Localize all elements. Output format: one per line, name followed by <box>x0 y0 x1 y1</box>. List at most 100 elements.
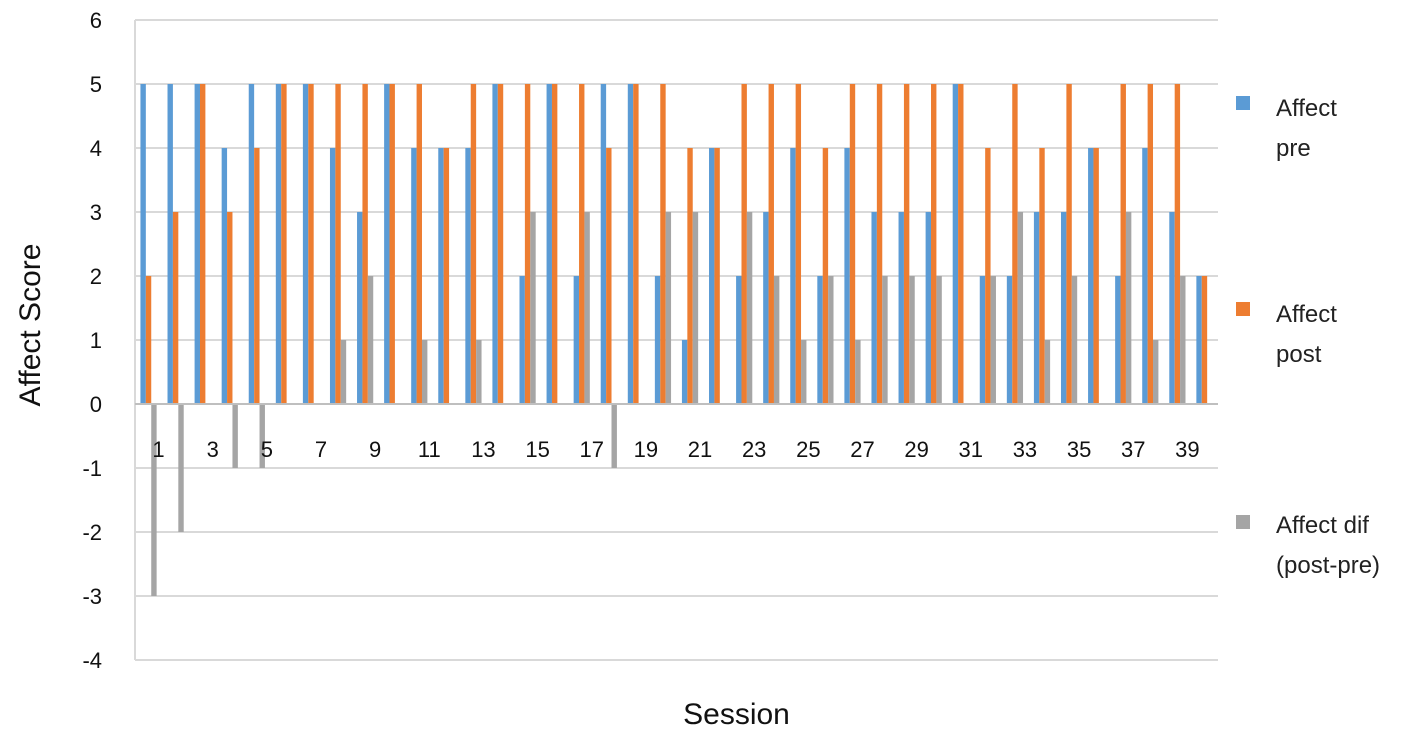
bar-post <box>849 84 856 404</box>
bar-dif <box>936 276 942 404</box>
bar-pre <box>248 84 255 404</box>
bar-pre <box>492 84 498 404</box>
y-tick-label: -3 <box>82 584 102 609</box>
bar-pre <box>709 148 715 404</box>
x-tick-label: 25 <box>796 437 820 462</box>
bar-post <box>443 148 450 404</box>
bar-dif <box>990 276 996 404</box>
bar-pre <box>736 276 742 404</box>
x-axis-title: Session <box>683 698 790 731</box>
bar-post <box>606 148 612 404</box>
y-tick-label: -1 <box>82 456 102 481</box>
bar-dif <box>1017 212 1024 404</box>
bar-dif <box>476 340 482 404</box>
bar-dif <box>151 404 157 596</box>
y-tick-label: 1 <box>90 328 102 353</box>
x-tick-label: 3 <box>207 437 219 462</box>
bar-post <box>172 212 179 404</box>
legend-swatch <box>1236 515 1250 529</box>
bar-dif <box>855 340 861 404</box>
bar-pre <box>411 148 417 404</box>
x-tick-label: 5 <box>261 437 273 462</box>
bar-post <box>687 148 693 404</box>
x-tick-label: 23 <box>742 437 766 462</box>
bar-pre <box>140 84 146 404</box>
legend: Affect pre Affect post Affect dif (post-pre) <box>1236 95 1380 579</box>
bar-post <box>281 84 287 404</box>
bar-post <box>795 84 802 404</box>
bar-post <box>1120 84 1126 404</box>
bar-dif <box>340 340 347 404</box>
x-tick-label: 17 <box>579 437 603 462</box>
bar-post <box>903 84 910 404</box>
bar-pre <box>167 84 173 404</box>
x-tick-label: 21 <box>688 437 712 462</box>
bar-post <box>1201 276 1208 404</box>
bar-post <box>931 84 937 404</box>
bar-dif <box>909 276 915 404</box>
bar-pre <box>384 84 390 404</box>
x-tick-label: 7 <box>315 437 327 462</box>
bar-pre <box>302 84 309 404</box>
bar-pre <box>1088 148 1094 404</box>
x-tick-label: 33 <box>1013 437 1037 462</box>
legend-label: Affect <box>1276 301 1337 328</box>
bar-pre <box>844 148 850 404</box>
bar-dif <box>1180 276 1186 404</box>
bar-dif <box>692 212 699 404</box>
bar-pre <box>1060 212 1067 404</box>
bar-post <box>985 148 991 404</box>
y-tick-label: -4 <box>82 648 102 673</box>
bar-post <box>199 84 206 404</box>
bar-dif <box>1071 276 1078 404</box>
bar-post <box>551 84 558 404</box>
bar-pre <box>221 148 228 404</box>
bar-pre <box>1006 276 1013 404</box>
y-tick-labels: 6 5 4 3 2 1 0 -1 -2 -3 -4 <box>82 8 102 673</box>
bar-pre <box>925 212 932 404</box>
x-tick-label: 19 <box>634 437 658 462</box>
bar-dif <box>1153 340 1159 404</box>
y-tick-label: -2 <box>82 520 102 545</box>
y-tick-label: 5 <box>90 72 102 97</box>
bar-pre <box>329 148 336 404</box>
bar-post <box>524 84 531 404</box>
bar-post <box>958 84 964 404</box>
bar-dif <box>421 340 428 404</box>
x-tick-label: 39 <box>1175 437 1199 462</box>
bar-post <box>660 84 666 404</box>
bar-pre <box>681 340 688 404</box>
bar-dif <box>259 404 265 468</box>
bar-dif <box>178 404 184 532</box>
y-axis-title: Affect Score <box>14 244 47 407</box>
bar-dif <box>367 276 374 404</box>
x-tick-label: 13 <box>471 437 495 462</box>
bar-pre <box>546 84 552 404</box>
legend-label: post <box>1276 341 1322 368</box>
x-tick-label: 11 <box>418 437 441 462</box>
bar-pre <box>1033 212 1040 404</box>
bar-pre <box>1115 276 1121 404</box>
bar-pre <box>898 212 904 404</box>
bar-pre <box>275 84 282 404</box>
bar-dif <box>882 276 888 404</box>
x-tick-label: 35 <box>1067 437 1091 462</box>
bar-post <box>714 148 720 404</box>
bar-pre <box>1196 276 1202 404</box>
bar-pre <box>790 148 796 404</box>
bar-post <box>1093 148 1099 404</box>
y-tick-label: 4 <box>90 136 102 161</box>
bar-pre <box>817 276 823 404</box>
bar-dif <box>1044 340 1051 404</box>
bar-post <box>308 84 314 404</box>
bar-post <box>633 84 639 404</box>
bar-pre <box>979 276 986 404</box>
bar-pre <box>871 212 877 404</box>
legend-label: Affect dif <box>1276 512 1369 539</box>
bar-post <box>389 84 395 404</box>
bar-pre <box>438 148 444 404</box>
bars <box>140 84 1208 596</box>
x-tick-label: 29 <box>904 437 928 462</box>
legend-label: Affect <box>1276 95 1337 122</box>
bar-post <box>335 84 341 404</box>
